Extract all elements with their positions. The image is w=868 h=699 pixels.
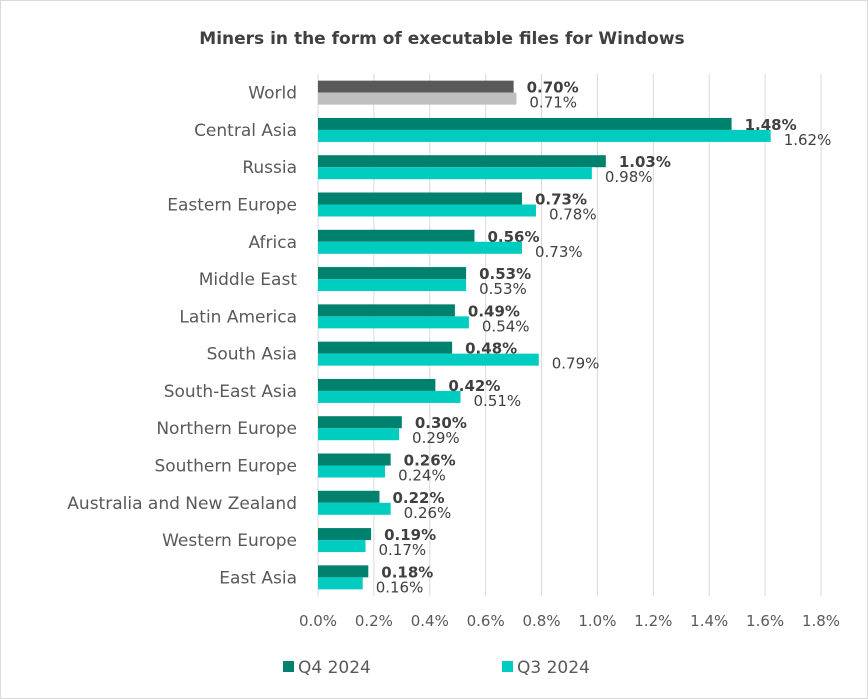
bar-q3 (318, 167, 592, 180)
data-label: 0.17% (379, 541, 427, 559)
data-label: 0.53% (479, 280, 527, 298)
bar-q4 (318, 117, 732, 130)
data-label: 0.19% (384, 526, 436, 544)
bar-q4 (318, 192, 522, 205)
bar-q3 (318, 353, 539, 366)
data-label: 0.71% (529, 94, 577, 112)
data-label: 0.26% (404, 504, 452, 522)
x-tick-label: 1.8% (802, 612, 840, 630)
data-label: 0.98% (605, 168, 653, 186)
bar-q4 (318, 267, 467, 280)
x-tick-labels: 0.0% 0.2% 0.4% 0.6% 0.8% 1.0% 1.2% 1.4% 1.6% 1.8% (299, 612, 840, 630)
bar-q4 (318, 155, 606, 168)
data-label: 0.73% (535, 191, 587, 209)
legend-swatch-q4 (283, 661, 294, 672)
data-label: 0.56% (487, 228, 539, 246)
bar-q3 (318, 316, 469, 329)
legend-label: Q4 2024 (298, 658, 371, 678)
bar-q4 (318, 378, 436, 391)
bar-q4 (318, 304, 455, 317)
data-label: 0.78% (549, 206, 597, 224)
bar-q3 (318, 279, 467, 292)
bar-q3 (318, 465, 386, 478)
category-label: Eastern Europe (167, 196, 297, 216)
bar-q4 (318, 80, 514, 93)
bar-q3 (318, 390, 461, 403)
bar-q4 (318, 453, 391, 466)
data-label: 0.54% (482, 317, 530, 335)
category-labels: World Central Asia Russia Eastern Europe Afr… (67, 84, 297, 589)
category-label: Africa (249, 233, 298, 253)
bar-q3 (318, 540, 366, 553)
x-tick-label: 0.6% (467, 612, 505, 630)
data-label: 0.42% (448, 377, 500, 395)
bar-q4 (318, 565, 369, 578)
bars: 0.70%0.71%1.48%1.62%1.03%0.98%0.73%0.78%… (318, 79, 832, 596)
x-tick-label: 1.2% (634, 612, 672, 630)
category-label: Australia and New Zealand (67, 494, 297, 514)
data-label: 0.18% (381, 563, 433, 581)
data-label: 0.70% (527, 79, 579, 97)
x-tick-label: 1.0% (578, 612, 616, 630)
category-label: Russia (242, 158, 297, 178)
bar-q4 (318, 528, 372, 541)
bar-q3 (318, 428, 400, 441)
data-label: 0.22% (392, 489, 444, 507)
x-tick-label: 0.4% (411, 612, 449, 630)
bar-q3 (318, 502, 391, 515)
x-tick-label: 1.6% (746, 612, 784, 630)
category-label: Western Europe (162, 531, 297, 551)
category-label: East Asia (219, 568, 297, 588)
legend-label: Q3 2024 (517, 658, 590, 678)
data-label: 0.24% (398, 467, 446, 485)
category-label: Northern Europe (156, 419, 297, 439)
bar-q4 (318, 490, 380, 503)
category-label: Middle East (199, 270, 298, 290)
x-tick-label: 1.4% (690, 612, 728, 630)
bar-q3 (318, 241, 522, 254)
category-label: Latin America (179, 307, 297, 327)
category-label: Central Asia (194, 121, 297, 141)
category-label: South Asia (207, 345, 297, 365)
data-label: 0.48% (465, 340, 517, 358)
bar-q4 (318, 341, 453, 354)
bar-q4 (318, 416, 402, 429)
data-label: 1.48% (745, 116, 797, 134)
category-label: South-East Asia (164, 382, 297, 402)
data-label: 0.16% (376, 578, 424, 596)
data-label: 0.30% (415, 414, 467, 432)
category-label: Southern Europe (154, 457, 297, 477)
bar-q3 (318, 204, 536, 217)
x-tick-label: 0.0% (299, 612, 337, 630)
x-tick-label: 0.2% (355, 612, 393, 630)
data-label: 0.29% (412, 429, 460, 447)
data-label: 0.26% (404, 452, 456, 470)
data-label: 1.62% (784, 131, 832, 149)
data-label: 1.03% (619, 153, 671, 171)
bar-q4 (318, 229, 475, 242)
data-label: 0.73% (535, 243, 583, 261)
x-tick-label: 0.8% (523, 612, 561, 630)
data-label: 0.51% (474, 392, 522, 410)
bar-q3 (318, 577, 363, 590)
data-label: 0.79% (552, 355, 600, 373)
gridlines (317, 74, 822, 596)
data-label: 0.53% (479, 265, 531, 283)
legend: Q4 2024 Q3 2024 (283, 658, 590, 678)
bar-q3 (318, 92, 517, 105)
legend-swatch-q3 (502, 661, 513, 672)
data-label: 0.49% (468, 302, 520, 320)
chart-title: Miners in the form of executable files f… (199, 29, 684, 49)
category-label: World (248, 84, 297, 104)
bar-q3 (318, 129, 771, 142)
